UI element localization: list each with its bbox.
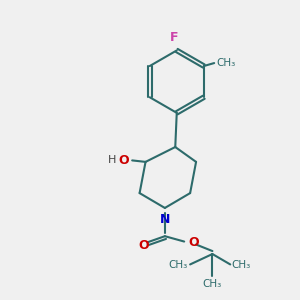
Text: H: H	[108, 155, 117, 165]
Text: CH₃: CH₃	[217, 58, 236, 68]
Text: CH₃: CH₃	[232, 260, 251, 270]
Text: N: N	[160, 213, 170, 226]
Text: CH₃: CH₃	[169, 260, 188, 270]
Text: CH₃: CH₃	[203, 279, 222, 289]
Text: F: F	[169, 32, 178, 44]
Text: O: O	[138, 238, 149, 252]
Text: O: O	[118, 154, 129, 167]
Text: O: O	[189, 236, 199, 249]
